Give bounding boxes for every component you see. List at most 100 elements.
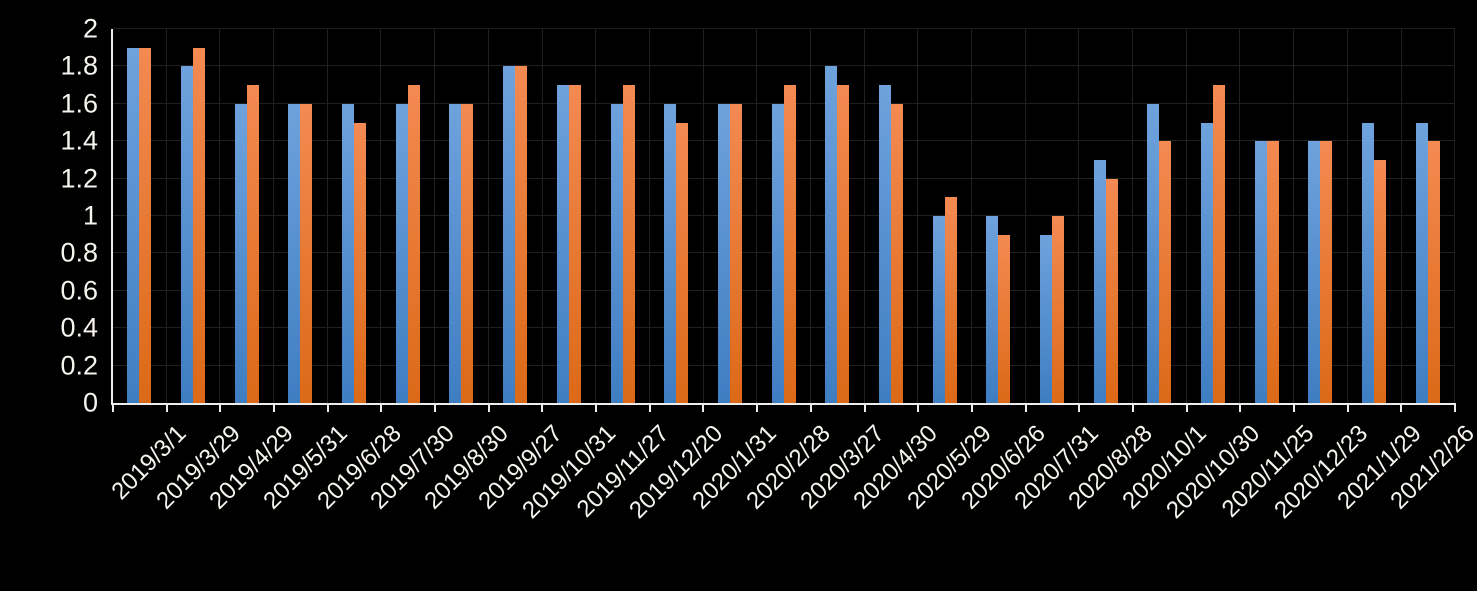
y-axis-label: 1.8 [60,50,98,81]
blue-series-bar [288,103,301,403]
orange-series-bar [890,103,903,403]
y-axis-label: 2 [82,13,98,44]
x-axis-tick [1346,403,1349,412]
x-axis-tick [219,403,222,412]
x-axis-tick [112,403,114,412]
y-axis-label: 1.2 [60,163,98,194]
orange-series-bar [1105,178,1118,403]
blue-series-bar [1093,159,1106,403]
blue-series-bar [610,103,623,403]
category-column [704,29,758,403]
category-column [1133,29,1187,403]
orange-series-bar [139,47,152,403]
blue-series-bar [234,103,247,403]
h-gridline [113,65,1455,67]
blue-series-bar [342,103,355,403]
x-axis-tick [1454,403,1456,412]
orange-series-bar [354,122,367,403]
blue-series-bar [986,216,999,403]
y-axis-label: 0.8 [60,237,98,268]
x-axis-tick [434,403,437,412]
x-axis-tick [648,403,651,412]
orange-series-bar [1052,216,1065,403]
x-axis-tick [273,403,276,412]
blue-series-bar [503,66,516,403]
category-column [381,29,436,403]
x-axis-tick [917,403,920,412]
category-column [1294,29,1348,403]
category-column [113,29,167,403]
plot-area [111,28,1456,412]
category-column [972,29,1026,403]
category-column [596,29,650,403]
blue-series-bar [395,103,408,403]
x-axis-tick [1078,403,1081,412]
h-gridline [113,28,1455,29]
y-axis: 0 0.2 0.4 0.6 0.8 1 1.2 1.4 1.6 1.8 2 [0,14,98,418]
x-axis-tick [1185,403,1188,412]
blue-series-bar [717,103,730,403]
blue-series-bar [449,103,462,403]
category-column [274,29,328,403]
blue-series-bar [932,216,945,403]
x-axis-tick [1131,403,1134,412]
blue-series-bar [771,103,784,403]
orange-series-bar [837,85,850,403]
x-axis: 2019/3/1 2019/3/29 2019/4/29 2019/5/31 2019/… [107,414,1477,589]
orange-series-bar [676,122,689,403]
category-column [489,29,543,403]
orange-series-bar [1159,141,1172,403]
blue-series-bar [1308,141,1321,403]
orange-series-bar [461,103,474,403]
y-axis-label: 1.6 [60,88,98,119]
blue-series-bar [1415,122,1428,403]
blue-series-bar [825,66,838,403]
y-axis-label: 0.4 [60,312,98,343]
y-axis-label: 0 [82,387,98,418]
x-axis-tick [1400,403,1403,412]
blue-series-bar [878,85,891,403]
orange-series-bar [998,234,1011,403]
blue-series-bar [556,85,569,403]
category-column [220,29,275,403]
y-axis-label: 0.6 [60,275,98,306]
orange-series-bar [729,103,742,403]
x-axis-tick [165,403,168,412]
orange-series-bar [407,85,420,403]
blue-series-bar [664,103,677,403]
x-axis-tick [541,403,544,412]
category-column [435,29,489,403]
orange-series-bar [568,85,581,403]
category-column [1348,29,1402,403]
blue-series-bar [1254,141,1267,403]
category-column [1187,29,1241,403]
blue-series-bar [1147,103,1160,403]
orange-series-bar [1213,85,1226,403]
orange-series-bar [515,66,528,403]
category-column [167,29,221,403]
category-column [918,29,972,403]
x-axis-tick [380,403,383,412]
category-column [1079,29,1134,403]
blue-series-bar [127,47,140,403]
orange-series-bar [944,197,957,403]
orange-series-bar [1320,141,1333,403]
x-axis-tick [1024,403,1027,412]
x-axis-tick [595,403,598,412]
category-column [1240,29,1295,403]
orange-series-bar [1427,141,1440,403]
blue-series-bar [181,66,194,403]
x-axis-tick [1292,403,1295,412]
category-column [543,29,597,403]
category-column [1402,29,1456,403]
orange-series-bar [1374,159,1387,403]
orange-series-bar [1266,141,1279,403]
category-column [328,29,382,403]
x-axis-tick [1239,403,1242,412]
x-axis-tick [326,403,329,412]
category-column [811,29,865,403]
category-column [650,29,704,403]
y-axis-label: 1 [82,200,98,231]
orange-series-bar [193,47,206,403]
